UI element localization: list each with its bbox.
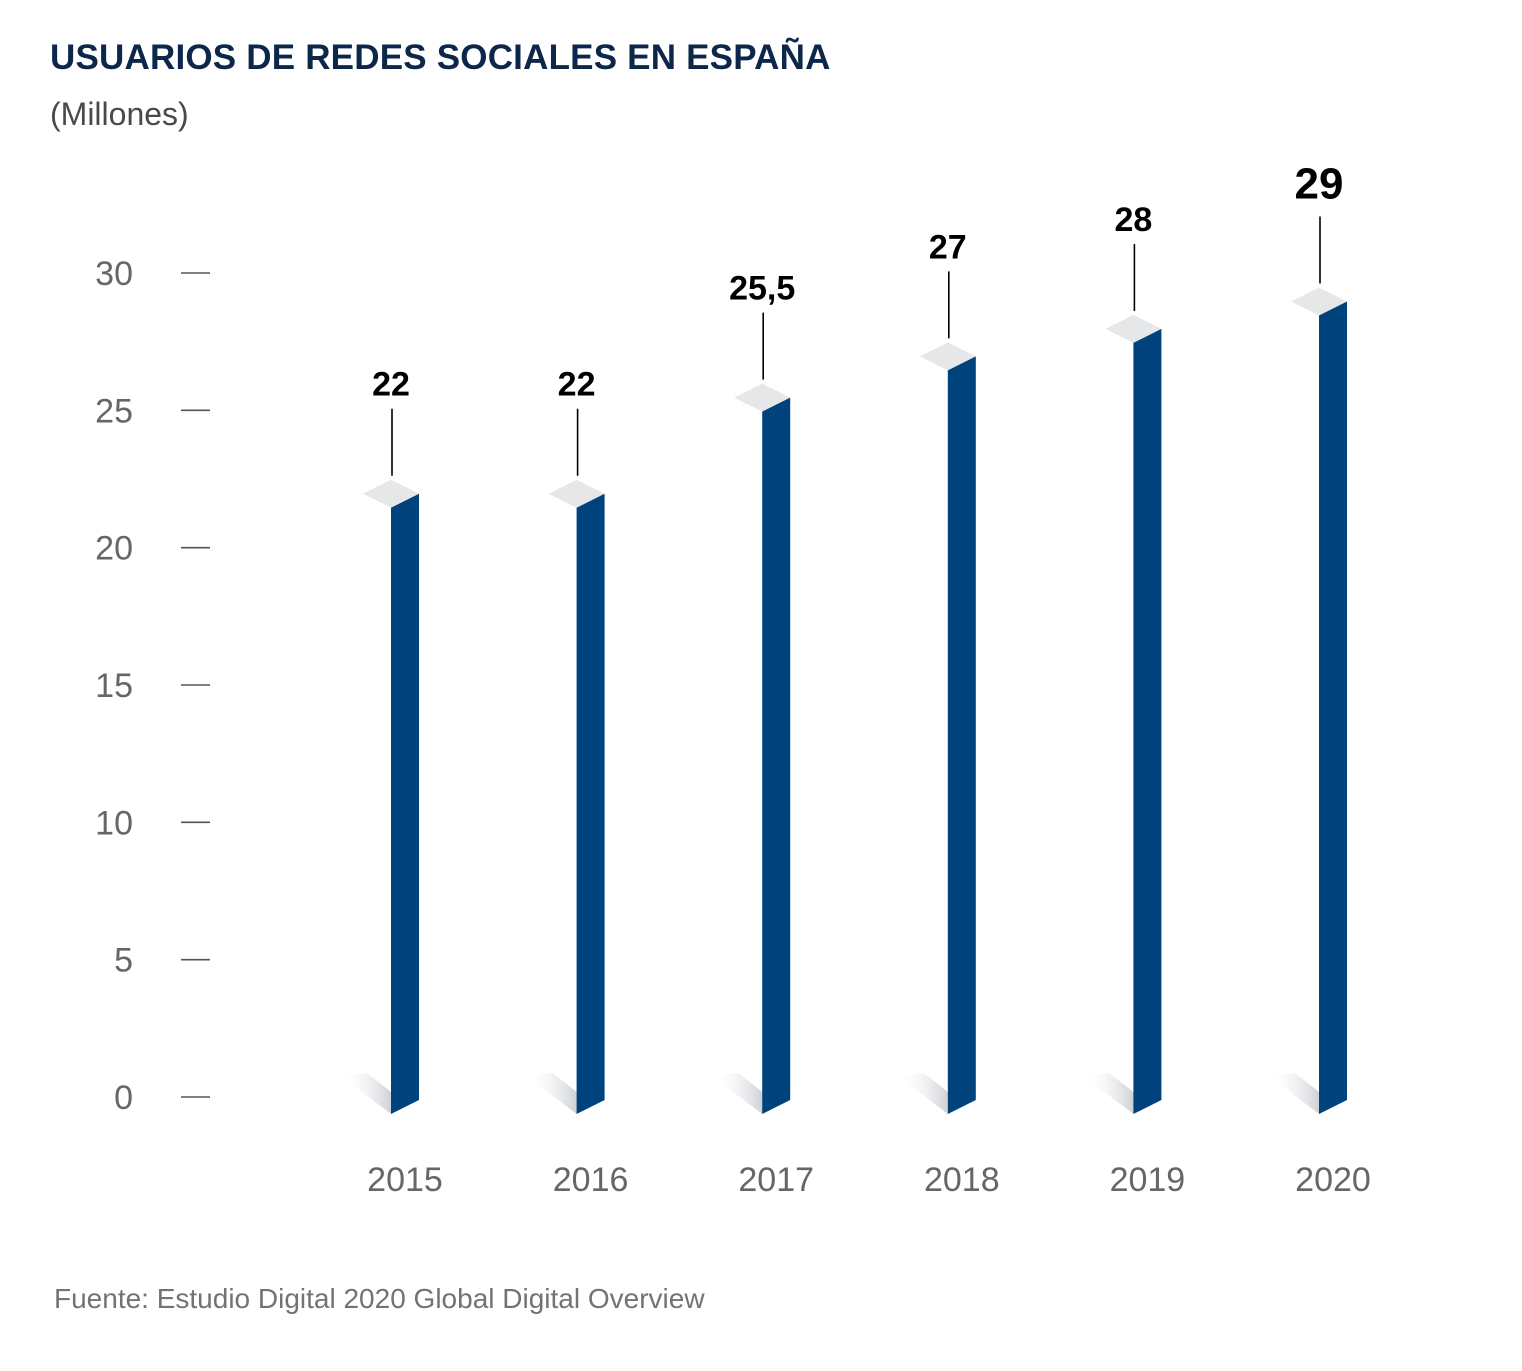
bar-group: 27 bbox=[897, 228, 976, 1114]
x-tick-label: 2020 bbox=[1295, 1161, 1371, 1199]
bar bbox=[1319, 301, 1347, 1114]
bar bbox=[391, 493, 419, 1114]
x-tick-label: 2017 bbox=[738, 1161, 814, 1199]
bar-shadow bbox=[897, 1073, 948, 1114]
bar-group: 29 bbox=[1269, 159, 1347, 1114]
bar-group: 22 bbox=[341, 366, 419, 1114]
bar bbox=[1133, 328, 1162, 1114]
source-note: Fuente: Estudio Digital 2020 Global Digi… bbox=[54, 1283, 705, 1314]
chart-subtitle: (Millones) bbox=[50, 96, 189, 132]
value-label: 22 bbox=[558, 366, 596, 404]
y-tick-label: 0 bbox=[114, 1079, 133, 1117]
bar-group: 22 bbox=[526, 366, 605, 1114]
bar-group: 25,5 bbox=[712, 270, 795, 1115]
bars: 22 22 25,5 27 28 29 bbox=[341, 159, 1347, 1115]
x-tick-label: 2019 bbox=[1110, 1161, 1186, 1199]
bar bbox=[576, 493, 605, 1114]
bar-group: 28 bbox=[1083, 201, 1162, 1114]
value-label: 25,5 bbox=[729, 270, 795, 308]
bar-shadow bbox=[341, 1073, 391, 1114]
bar-shadow bbox=[1269, 1073, 1319, 1114]
bar bbox=[762, 397, 791, 1115]
bar-shadow bbox=[1083, 1073, 1134, 1114]
value-label: 27 bbox=[929, 228, 967, 266]
x-tick-label: 2015 bbox=[367, 1161, 443, 1199]
bar-shadow bbox=[712, 1073, 763, 1114]
y-tick-label: 10 bbox=[95, 804, 133, 842]
value-label: 28 bbox=[1114, 201, 1152, 239]
x-tick-label: 2016 bbox=[553, 1161, 629, 1199]
y-tick-label: 20 bbox=[95, 530, 133, 568]
y-axis: 0 5 10 15 20 25 30 bbox=[95, 255, 210, 1117]
y-tick-label: 15 bbox=[95, 667, 133, 705]
value-label: 29 bbox=[1295, 159, 1344, 208]
y-tick-label: 5 bbox=[114, 942, 133, 980]
x-tick-label: 2018 bbox=[924, 1161, 1000, 1199]
x-axis: 2015 2016 2017 2018 2019 2020 bbox=[367, 1161, 1371, 1199]
y-tick-label: 25 bbox=[95, 392, 133, 430]
value-label: 22 bbox=[372, 366, 410, 404]
y-tick-label: 30 bbox=[95, 255, 133, 293]
bar bbox=[947, 356, 976, 1114]
bar-shadow bbox=[526, 1073, 577, 1114]
chart-title: USUARIOS DE REDES SOCIALES EN ESPAÑA bbox=[50, 38, 831, 77]
